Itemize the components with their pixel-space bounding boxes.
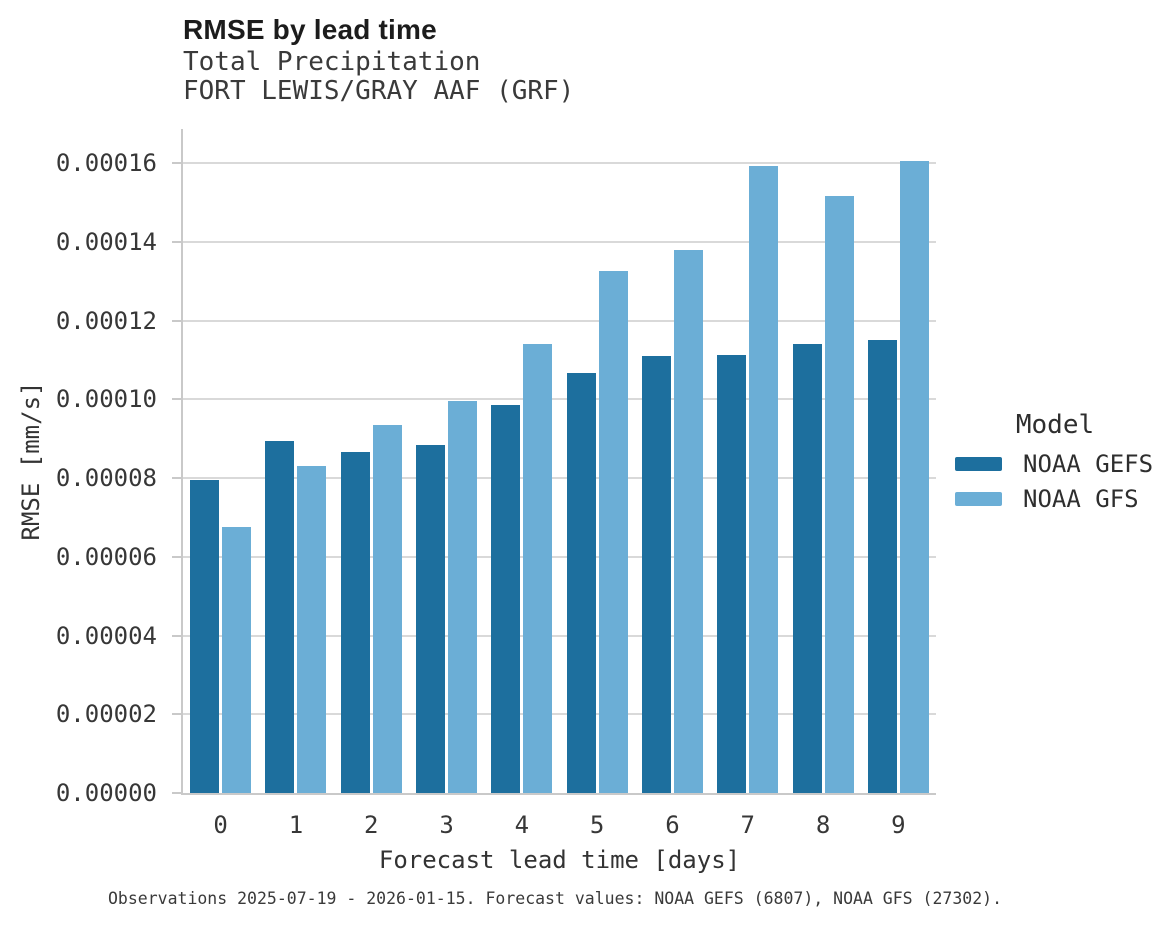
x-tick-label: 5 [589, 811, 605, 839]
x-axis-title: Forecast lead time [days] [378, 846, 741, 874]
bar-noaa-gefs-day-7 [717, 354, 747, 793]
y-tick-mark [172, 713, 181, 716]
bar-noaa-gfs-day-9 [899, 160, 929, 793]
y-tick-label: 0.00016 [55, 149, 157, 178]
bar-noaa-gefs-day-4 [491, 404, 521, 793]
bar-noaa-gefs-day-2 [340, 451, 370, 793]
x-tick-label: 7 [740, 811, 755, 839]
bar-noaa-gefs-day-1 [265, 441, 295, 793]
gridline [183, 713, 936, 716]
bar-noaa-gfs-day-7 [749, 165, 779, 793]
legend-title: Model [1015, 410, 1095, 440]
gridline [183, 634, 936, 637]
y-tick-mark [172, 319, 181, 322]
gridline [183, 240, 936, 243]
y-tick-mark [172, 240, 181, 243]
y-tick-mark [172, 634, 181, 637]
plot-panel [181, 129, 936, 795]
legend-entry-noaa-gefs: NOAA GEFS [955, 446, 1155, 481]
legend-label: NOAA GFS [1023, 484, 1139, 513]
chart-subtitle-variable: Total Precipitation [183, 47, 481, 77]
bar-noaa-gfs-day-5 [598, 271, 628, 793]
gridline [183, 398, 936, 401]
x-tick-label: 8 [815, 811, 831, 839]
bar-noaa-gefs-day-6 [641, 356, 671, 793]
gridline [183, 319, 936, 322]
bar-noaa-gfs-day-6 [673, 249, 703, 793]
x-tick-label: 0 [213, 811, 228, 839]
bar-noaa-gefs-day-0 [190, 479, 220, 793]
y-tick-mark [172, 792, 181, 794]
legend-label: NOAA GEFS [1023, 449, 1154, 478]
bar-noaa-gfs-day-1 [297, 465, 327, 793]
figure-header: RMSE by lead time Total Precipitation FO… [183, 12, 574, 106]
legend: Model NOAA GEFS NOAA GFS [955, 411, 1155, 516]
bar-noaa-gfs-day-8 [824, 196, 854, 793]
bar-noaa-gefs-day-8 [792, 344, 822, 793]
legend-swatch [955, 456, 1002, 471]
y-tick-label: 0.00014 [55, 227, 157, 256]
gridline [183, 477, 936, 480]
gridline [183, 555, 936, 558]
bar-noaa-gfs-day-0 [222, 526, 252, 793]
y-tick-label: 0.00006 [55, 542, 157, 571]
bar-noaa-gefs-day-3 [416, 445, 446, 793]
chart-title: RMSE by lead time [183, 14, 437, 45]
bar-noaa-gfs-day-3 [448, 400, 478, 793]
x-tick-label: 9 [891, 811, 906, 839]
bar-noaa-gfs-day-2 [372, 425, 402, 793]
x-tick-label: 3 [439, 811, 454, 839]
y-tick-label: 0.00012 [55, 306, 157, 335]
bar-noaa-gefs-day-9 [867, 339, 897, 793]
y-tick-mark [172, 477, 181, 480]
y-tick-mark [172, 162, 181, 165]
y-tick-mark [172, 555, 181, 558]
gridline [183, 162, 936, 165]
bar-noaa-gfs-day-4 [523, 343, 553, 793]
x-tick-label: 1 [288, 811, 304, 839]
bar-noaa-gefs-day-5 [566, 373, 596, 793]
y-tick-mark [172, 398, 181, 401]
x-tick-label: 6 [665, 811, 680, 839]
y-tick-label: 0.00000 [55, 779, 157, 807]
figure-caption: Observations 2025-07-19 - 2026-01-15. Fo… [107, 889, 1003, 908]
legend-entries: NOAA GEFS NOAA GFS [955, 446, 1155, 516]
x-tick-label: 2 [364, 811, 379, 839]
y-tick-label: 0.00002 [55, 700, 157, 729]
y-tick-label: 0.00010 [55, 385, 157, 414]
legend-swatch [955, 491, 1002, 506]
chart-subtitle-station: FORT LEWIS/GRAY AAF (GRF) [183, 76, 575, 106]
y-tick-label: 0.00004 [55, 621, 157, 650]
y-tick-label: 0.00008 [55, 464, 157, 493]
x-tick-label: 4 [514, 811, 530, 839]
legend-entry-noaa-gfs: NOAA GFS [955, 481, 1155, 516]
